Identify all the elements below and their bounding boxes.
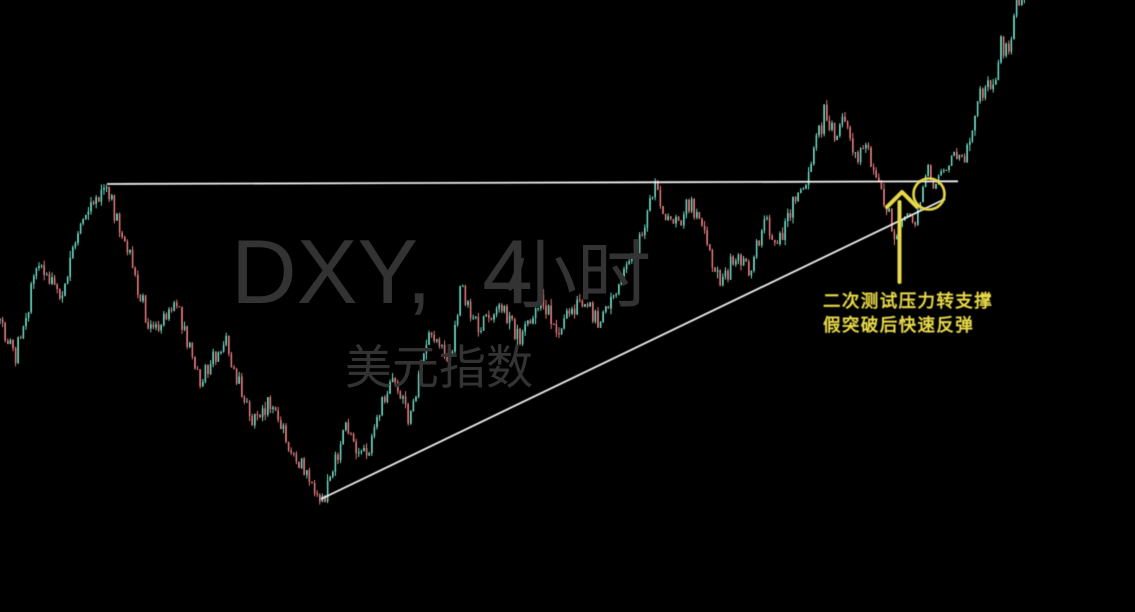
svg-text:DXY, 4: DXY, 4 [231, 222, 533, 323]
svg-text:小时: 小时 [503, 234, 651, 317]
svg-text:二次测试压力转支撑: 二次测试压力转支撑 [823, 291, 993, 311]
svg-text:美元指数: 美元指数 [345, 341, 533, 394]
svg-text:假突破后快速反弹: 假突破后快速反弹 [823, 315, 974, 335]
